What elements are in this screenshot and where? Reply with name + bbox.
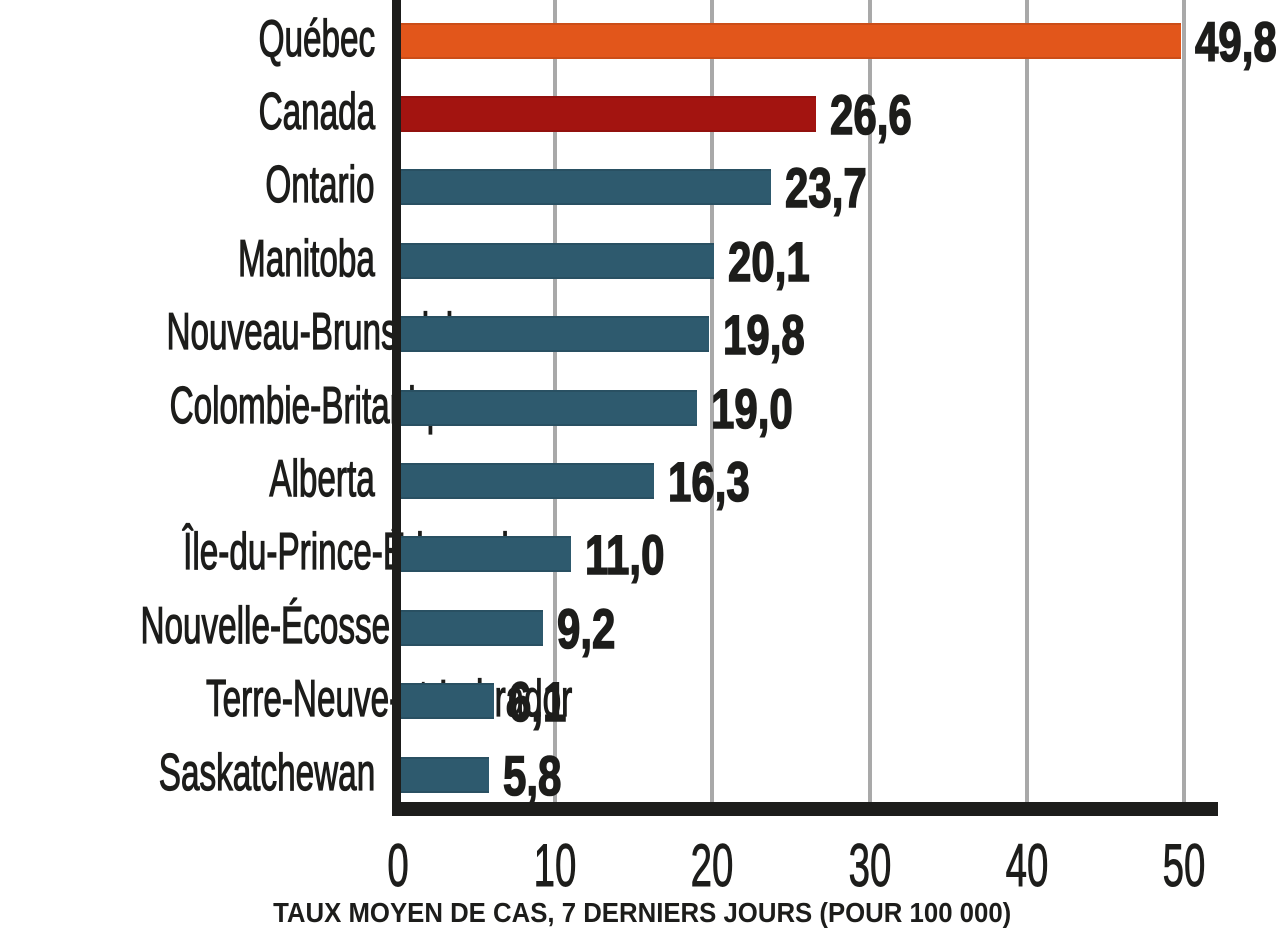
category-label: Manitoba bbox=[0, 229, 376, 288]
category-label-text: Ontario bbox=[265, 156, 375, 215]
bar-qu-bec bbox=[401, 22, 1181, 59]
category-label-text: Québec bbox=[258, 9, 375, 68]
bar-nouvelle-cosse bbox=[401, 609, 543, 646]
category-label: Québec bbox=[0, 9, 375, 68]
category-label: Terre-Neuve-et-Labrador bbox=[0, 673, 573, 726]
value-label: 20,1 bbox=[727, 229, 837, 293]
category-label: Colombie-Britanique bbox=[0, 379, 471, 432]
value-label: 49,8 bbox=[1194, 9, 1284, 73]
gridline-20 bbox=[710, 0, 715, 802]
category-label: Île-du-Prince-Édouard bbox=[0, 526, 509, 579]
x-tick-label-40: 40 bbox=[993, 832, 1060, 899]
category-label: Ontario bbox=[0, 156, 375, 215]
gridline-50 bbox=[1182, 0, 1186, 802]
bar-row: Colombie-Britanique 19,0 bbox=[0, 371, 1284, 444]
bar-row: Île-du-Prince-Édouard 11,0 bbox=[0, 518, 1284, 591]
value-label: 9,2 bbox=[556, 596, 635, 660]
category-label: Nouvelle-Écosse bbox=[0, 599, 391, 652]
bar-canada bbox=[401, 96, 817, 133]
bar-row: Nouveau-Brunswick 19,8 bbox=[0, 298, 1284, 371]
category-label: Saskatchewan bbox=[0, 743, 375, 802]
category-label-text: Alberta bbox=[269, 450, 375, 509]
x-tick-label-30: 30 bbox=[836, 832, 903, 899]
bar-row: Nouvelle-Écosse 9,2 bbox=[0, 591, 1284, 664]
bar-colombie-britanique bbox=[401, 389, 697, 426]
value-label-text: 19,8 bbox=[723, 303, 806, 367]
x-tick-text: 40 bbox=[1005, 832, 1049, 899]
value-label: 6,1 bbox=[507, 670, 586, 734]
x-axis-line bbox=[392, 802, 1218, 816]
category-label-text: Manitoba bbox=[238, 229, 376, 288]
x-tick-text: 0 bbox=[387, 832, 409, 899]
y-axis-line bbox=[392, 0, 401, 816]
bar-row: Manitoba 20,1 bbox=[0, 224, 1284, 297]
bar-saskatchewan bbox=[401, 756, 490, 793]
bar-terre-neuve-et-labrador bbox=[401, 683, 494, 720]
x-tick-text: 50 bbox=[1162, 832, 1206, 899]
bar-row: Alberta 16,3 bbox=[0, 444, 1284, 517]
x-tick-label-50: 50 bbox=[1151, 832, 1218, 899]
bar--le-du-prince-douard bbox=[401, 536, 571, 573]
value-label: 23,7 bbox=[784, 156, 894, 220]
value-label: 26,6 bbox=[830, 83, 939, 147]
value-label: 11,0 bbox=[584, 523, 691, 587]
value-label-text: 19,0 bbox=[710, 376, 793, 440]
value-label-text: 49,8 bbox=[1194, 9, 1277, 73]
category-label: Alberta bbox=[0, 450, 375, 509]
value-label-text: 23,7 bbox=[784, 156, 867, 220]
bar-row: Saskatchewan 5,8 bbox=[0, 738, 1284, 811]
bar-manitoba bbox=[401, 242, 714, 279]
bar-row: Québec 49,8 bbox=[0, 4, 1284, 77]
value-label-text: 9,2 bbox=[556, 596, 616, 660]
bar-nouveau-brunswick bbox=[401, 316, 710, 353]
bar-ontario bbox=[401, 169, 771, 206]
bar-row: Terre-Neuve-et-Labrador 6,1 bbox=[0, 665, 1284, 738]
value-label-text: 26,6 bbox=[830, 83, 913, 147]
value-label-text: 16,3 bbox=[668, 450, 751, 514]
gridline-30 bbox=[867, 0, 872, 802]
value-label-text: 6,1 bbox=[507, 670, 567, 734]
bar-row: Canada 26,6 bbox=[0, 77, 1284, 150]
x-tick-text: 20 bbox=[691, 832, 734, 899]
category-label-text: Canada bbox=[258, 83, 375, 142]
x-tick-text: 30 bbox=[848, 832, 891, 899]
value-label: 19,0 bbox=[710, 376, 820, 440]
value-label: 16,3 bbox=[668, 450, 777, 514]
value-label: 5,8 bbox=[503, 743, 581, 807]
value-label: 19,8 bbox=[723, 303, 832, 367]
value-label-text: 5,8 bbox=[503, 743, 563, 807]
bar-alberta bbox=[401, 463, 655, 500]
x-tick-label-20: 20 bbox=[679, 832, 746, 899]
x-tick-label-10: 10 bbox=[522, 832, 589, 899]
category-label-text: Nouvelle-Écosse bbox=[140, 596, 391, 655]
x-axis-title: TAUX MOYEN DE CAS, 7 DERNIERS JOURS (POU… bbox=[0, 899, 1284, 927]
category-label: Canada bbox=[0, 83, 375, 142]
x-tick-text: 10 bbox=[533, 832, 577, 899]
x-axis-title-text: TAUX MOYEN DE CAS, 7 DERNIERS JOURS (POU… bbox=[272, 897, 1012, 928]
gridline-40 bbox=[1024, 0, 1029, 802]
category-label-text: Terre-Neuve-et-Labrador bbox=[206, 670, 573, 729]
value-label-text: 11,0 bbox=[584, 523, 665, 587]
value-label-text: 20,1 bbox=[727, 229, 810, 293]
bar-row: Ontario 23,7 bbox=[0, 151, 1284, 224]
category-label: Nouveau-Brunswick bbox=[0, 306, 463, 359]
category-label-text: Saskatchewan bbox=[158, 743, 375, 802]
x-tick-label-0: 0 bbox=[381, 832, 414, 899]
